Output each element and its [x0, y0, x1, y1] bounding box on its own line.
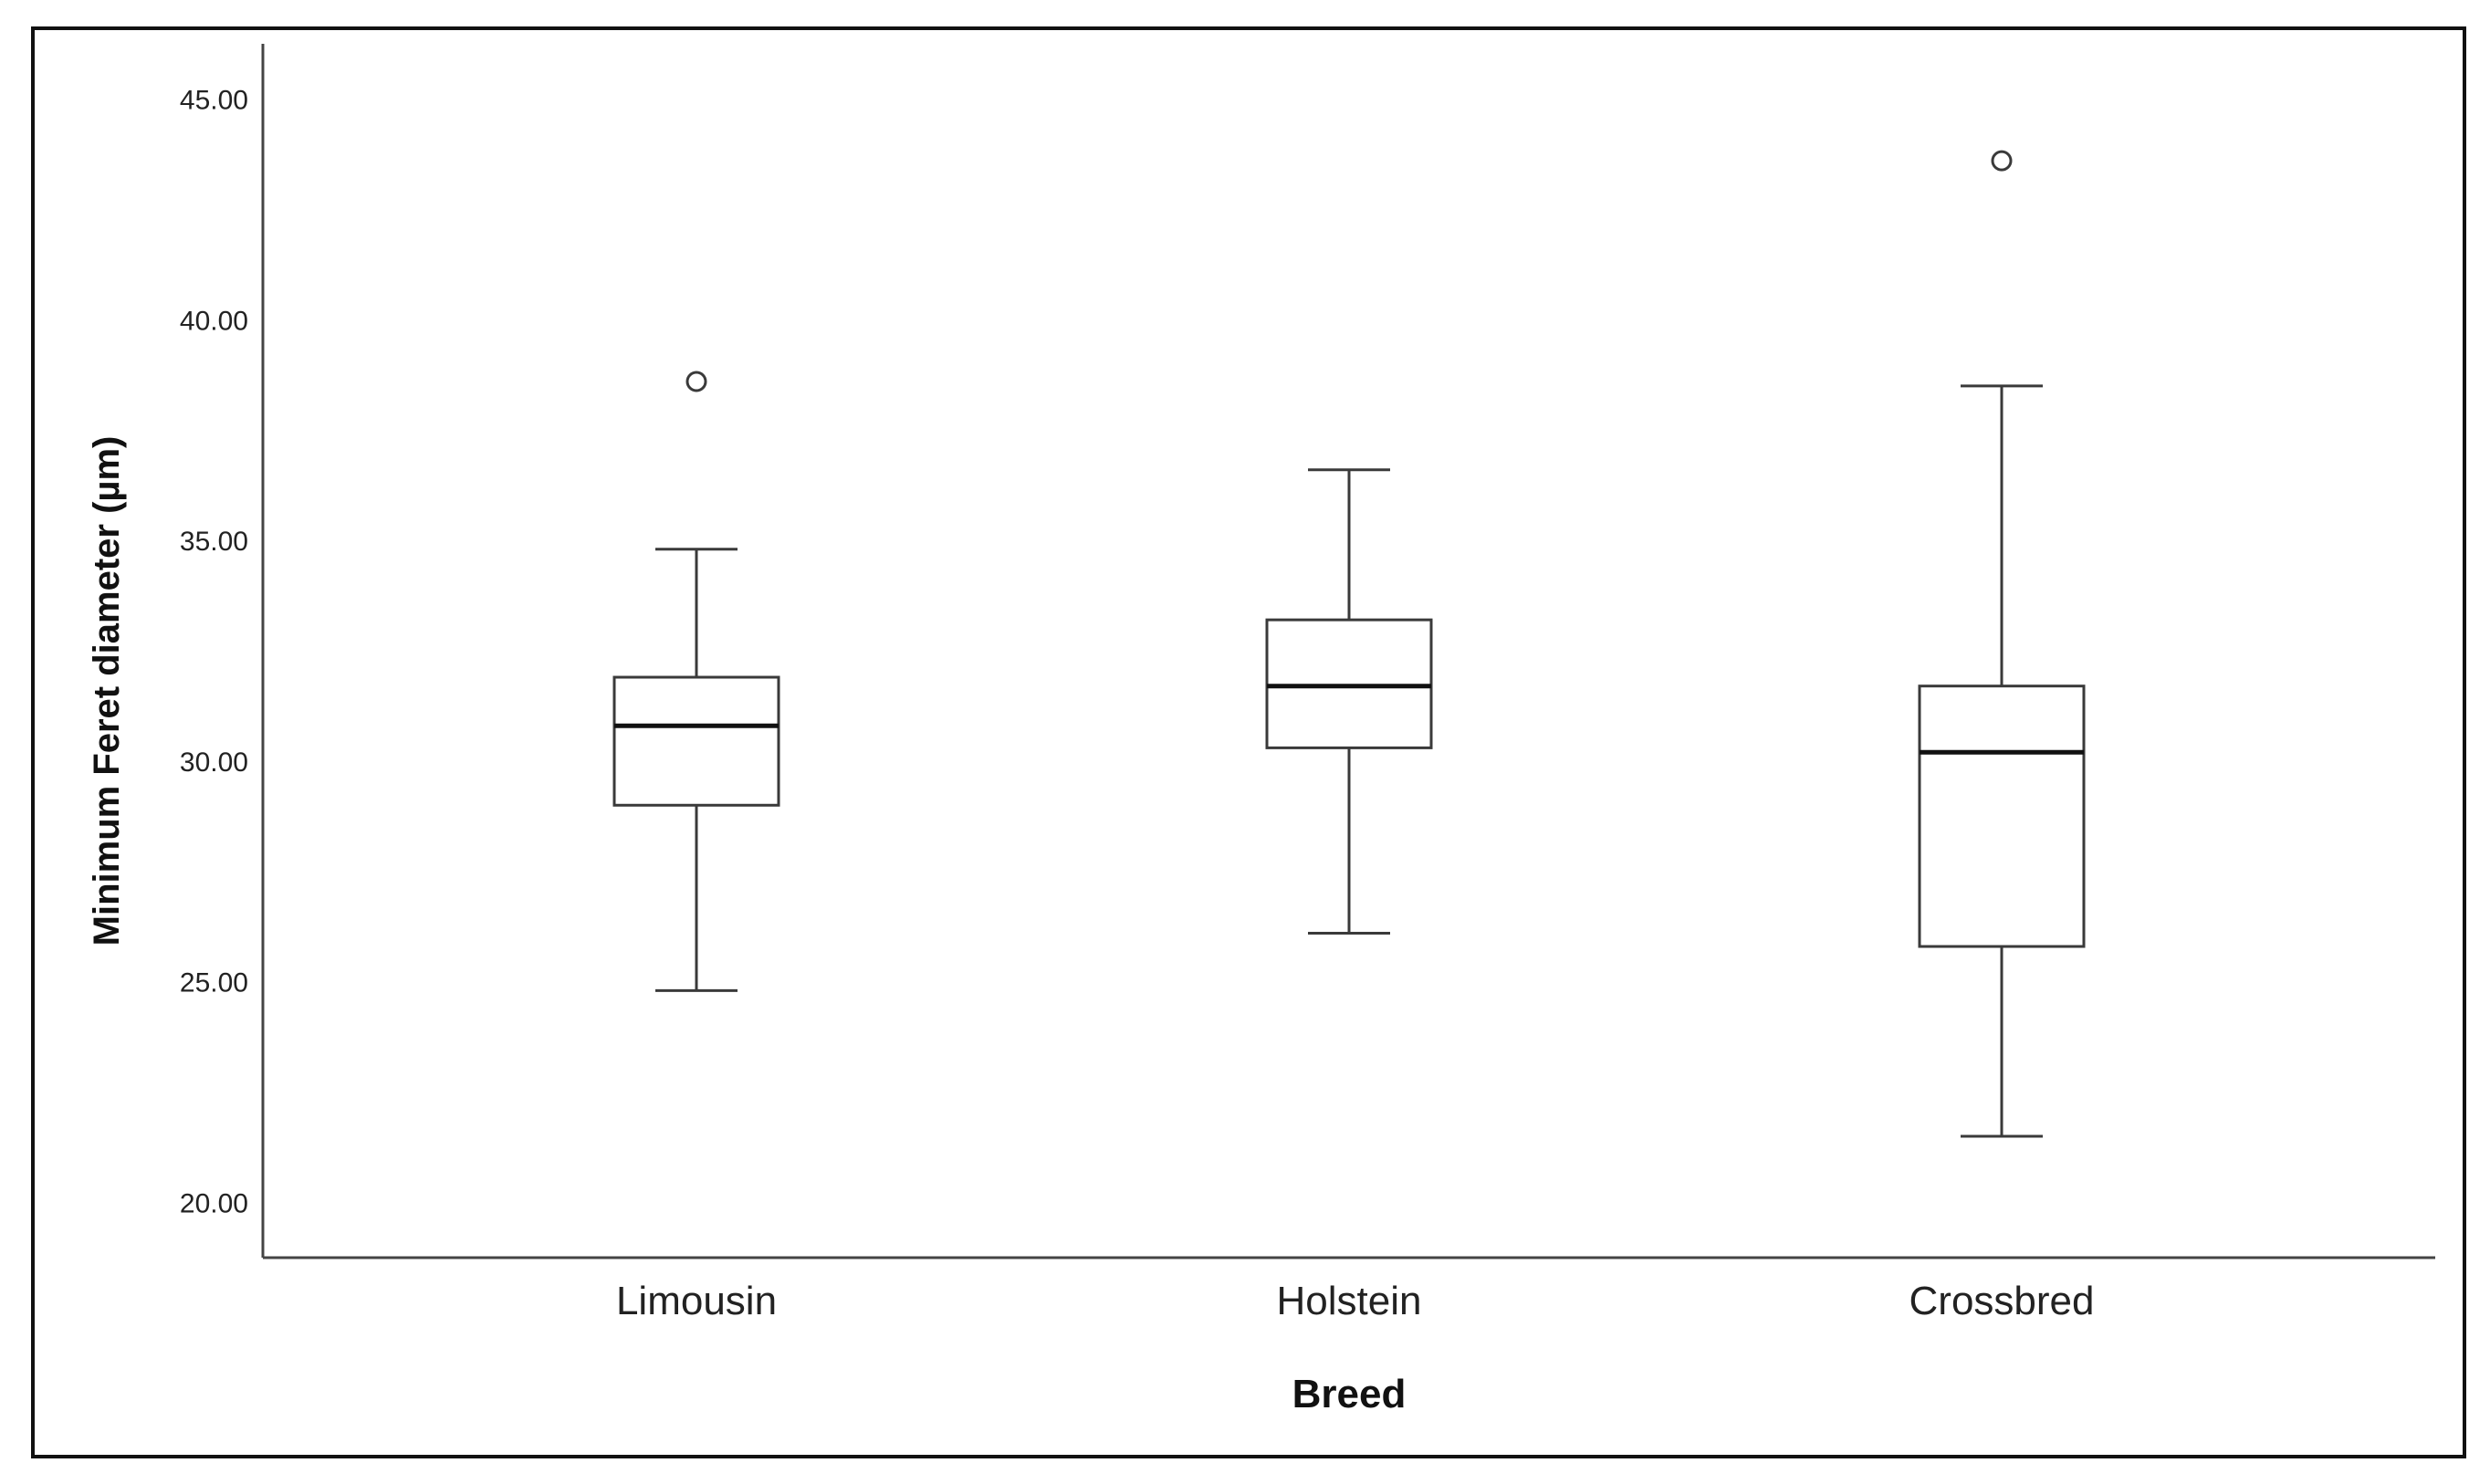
box-iqr: [612, 675, 780, 807]
y-tick-label: 20.00: [180, 1189, 248, 1219]
box-series: [612, 150, 2086, 1138]
y-tick-label: 30.00: [180, 747, 248, 778]
outlier-point: [685, 371, 707, 392]
x-tick-label: Crossbred: [1909, 1279, 2095, 1323]
y-tick-labels: 20.00 25.00 30.00 35.00 40.00 45.00: [180, 85, 248, 1218]
y-tick-label: 45.00: [180, 85, 248, 115]
box-group: [612, 371, 780, 992]
axes: [261, 44, 2435, 1259]
x-tick-label: Limousin: [616, 1279, 777, 1323]
chart-border: [31, 26, 2466, 1458]
y-tick-label: 40.00: [180, 306, 248, 336]
y-tick-label: 35.00: [180, 527, 248, 557]
x-axis-title: Breed: [1292, 1372, 1407, 1416]
box-group: [1265, 468, 1433, 935]
x-tick-label: Holstein: [1277, 1279, 1422, 1323]
y-axis-title: Minimum Feret diameter (µm): [87, 436, 127, 946]
box-group: [1918, 150, 2086, 1138]
outlier-point: [1991, 150, 2013, 172]
x-tick-labels: Limousin Holstein Crossbred: [616, 1279, 2095, 1323]
box-iqr: [1918, 685, 2086, 948]
y-tick-label: 25.00: [180, 968, 248, 998]
